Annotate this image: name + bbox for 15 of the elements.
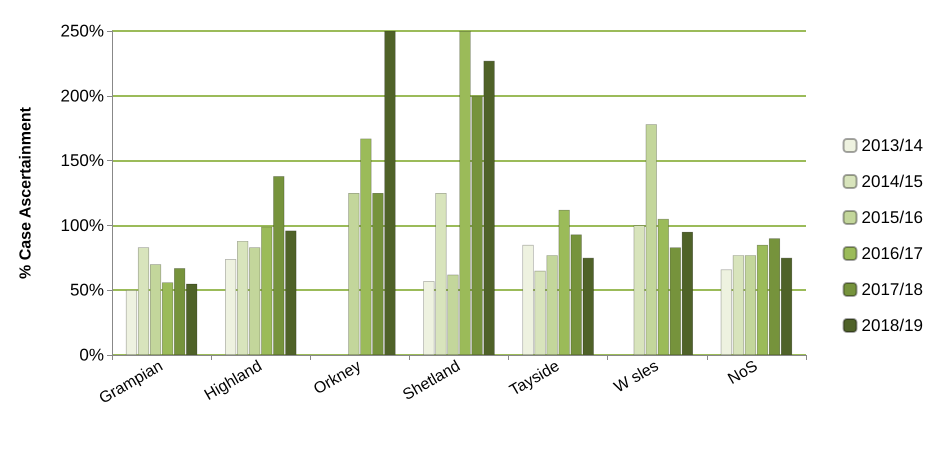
legend-label: 2014/15 [862, 172, 923, 191]
legend-label: 2017/18 [862, 280, 923, 299]
legend-label: 2013/14 [862, 136, 923, 155]
y-axis-title: % Case Ascertainment [18, 106, 34, 279]
legend-label: 2015/16 [862, 208, 923, 227]
y-tick-label: 0% [79, 346, 104, 364]
y-tick-label: 200% [60, 86, 104, 106]
y-tick-label: 150% [60, 151, 104, 170]
y-tick-label: 250% [60, 22, 104, 40]
y-tick-label: 50% [70, 280, 104, 300]
x-tick-label: NoS [725, 358, 761, 388]
legend-label: 2016/17 [862, 244, 923, 263]
legend-label: 2018/19 [862, 316, 923, 335]
x-tick-label: W sles [611, 358, 662, 396]
y-tick-label: 100% [60, 216, 104, 235]
